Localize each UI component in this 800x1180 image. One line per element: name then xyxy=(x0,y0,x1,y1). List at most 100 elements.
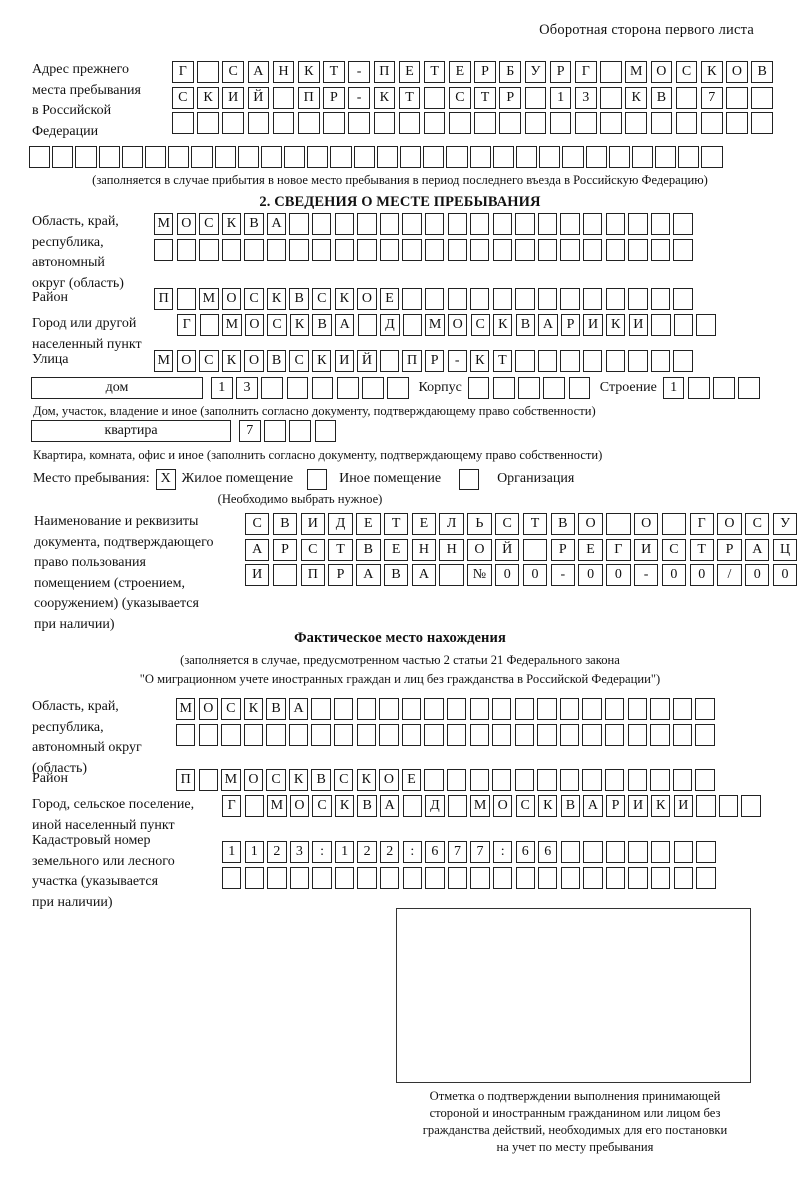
char-cell[interactable] xyxy=(334,866,355,889)
char-cell[interactable]: Й xyxy=(357,350,377,372)
char-cell[interactable]: Е xyxy=(411,513,437,535)
char-cell[interactable]: О xyxy=(243,769,264,791)
char-cell[interactable]: П xyxy=(373,61,396,83)
char-cell[interactable] xyxy=(515,213,535,235)
char-cell[interactable]: И xyxy=(673,795,693,817)
char-cell[interactable] xyxy=(176,288,196,310)
char-cell[interactable]: Т xyxy=(492,350,513,372)
char-cell[interactable] xyxy=(446,146,468,168)
char-cell[interactable] xyxy=(439,564,464,586)
char-cell[interactable] xyxy=(627,769,647,791)
char-cell[interactable] xyxy=(726,112,748,134)
char-cell[interactable]: О xyxy=(726,61,748,83)
char-cell[interactable] xyxy=(266,238,287,261)
char-cell[interactable]: Л xyxy=(439,513,464,535)
char-cell[interactable] xyxy=(467,377,490,399)
char-cell[interactable] xyxy=(562,146,584,168)
char-cell[interactable]: А xyxy=(538,314,558,336)
char-cell[interactable] xyxy=(631,146,654,168)
char-cell[interactable] xyxy=(695,723,715,746)
char-cell[interactable]: С xyxy=(172,86,194,109)
char-cell[interactable] xyxy=(470,866,490,889)
char-cell[interactable] xyxy=(678,146,700,168)
char-cell[interactable] xyxy=(356,723,377,746)
char-cell[interactable]: В xyxy=(272,513,298,535)
stay-type-checkbox-2[interactable] xyxy=(459,468,480,490)
char-cell[interactable]: № xyxy=(467,564,492,586)
char-cell[interactable] xyxy=(379,723,399,746)
char-cell[interactable] xyxy=(402,795,423,817)
char-cell[interactable] xyxy=(537,723,557,746)
char-cell[interactable]: Р xyxy=(474,61,496,83)
char-cell[interactable]: 7 xyxy=(700,86,723,109)
char-cell[interactable] xyxy=(356,698,377,720)
char-cell[interactable]: В xyxy=(311,769,331,791)
char-cell[interactable] xyxy=(628,213,648,235)
char-cell[interactable] xyxy=(515,238,535,261)
char-cell[interactable] xyxy=(424,213,445,235)
char-cell[interactable] xyxy=(402,213,422,235)
char-cell[interactable]: О xyxy=(578,513,603,535)
char-cell[interactable] xyxy=(244,866,264,889)
char-cell[interactable] xyxy=(98,146,120,168)
char-cell[interactable] xyxy=(336,377,359,399)
confirmation-stamp-box[interactable] xyxy=(396,908,751,1083)
char-cell[interactable] xyxy=(605,350,625,372)
stay-type-row[interactable]: Место пребывания: X Жилое помещение Иное… xyxy=(33,468,580,490)
char-cell[interactable]: К xyxy=(243,698,264,720)
char-cell[interactable]: Е xyxy=(383,538,409,561)
char-cell[interactable]: К xyxy=(288,769,309,791)
char-cell[interactable]: О xyxy=(244,314,265,336)
char-cell[interactable] xyxy=(605,288,625,310)
char-cell[interactable]: С xyxy=(300,538,325,561)
char-cell[interactable]: М xyxy=(176,698,196,720)
char-cell[interactable] xyxy=(650,698,670,720)
char-cell[interactable]: М xyxy=(222,314,242,336)
char-cell[interactable] xyxy=(121,146,143,168)
char-cell[interactable]: В xyxy=(515,314,536,336)
char-cell[interactable]: О xyxy=(717,513,742,535)
char-cell[interactable]: Г xyxy=(172,61,194,83)
char-cell[interactable]: Й xyxy=(495,538,520,561)
char-cell[interactable] xyxy=(606,513,631,535)
char-cell[interactable]: О xyxy=(650,61,673,83)
char-cell[interactable]: Г xyxy=(177,314,197,336)
char-cell[interactable] xyxy=(651,314,671,336)
actual-region-row-1[interactable] xyxy=(176,723,718,746)
char-cell[interactable] xyxy=(492,866,513,889)
char-cell[interactable]: К xyxy=(373,86,396,109)
char-cell[interactable] xyxy=(515,866,535,889)
char-cell[interactable] xyxy=(583,866,603,889)
char-cell[interactable]: Т xyxy=(323,61,345,83)
char-cell[interactable]: Т xyxy=(383,513,409,535)
char-cell[interactable] xyxy=(568,377,591,399)
char-cell[interactable] xyxy=(469,723,489,746)
char-cell[interactable]: - xyxy=(550,564,575,586)
char-cell[interactable]: К xyxy=(266,288,287,310)
char-cell[interactable]: : xyxy=(312,841,332,863)
char-cell[interactable]: Н xyxy=(272,61,295,83)
char-cell[interactable]: А xyxy=(266,213,287,235)
char-cell[interactable]: М xyxy=(154,350,174,372)
char-cell[interactable]: В xyxy=(356,538,381,561)
char-cell[interactable] xyxy=(286,377,309,399)
char-cell[interactable] xyxy=(582,723,602,746)
char-cell[interactable]: Р xyxy=(560,314,581,336)
char-cell[interactable] xyxy=(650,866,671,889)
char-cell[interactable] xyxy=(604,698,625,720)
char-cell[interactable]: 6 xyxy=(538,841,558,863)
char-cell[interactable] xyxy=(559,698,580,720)
char-cell[interactable]: В xyxy=(289,288,309,310)
char-cell[interactable]: - xyxy=(348,86,370,109)
char-cell[interactable]: - xyxy=(348,61,370,83)
char-cell[interactable]: В xyxy=(266,350,287,372)
char-cell[interactable] xyxy=(423,146,445,168)
char-cell[interactable] xyxy=(492,146,514,168)
char-cell[interactable]: Е xyxy=(379,288,400,310)
